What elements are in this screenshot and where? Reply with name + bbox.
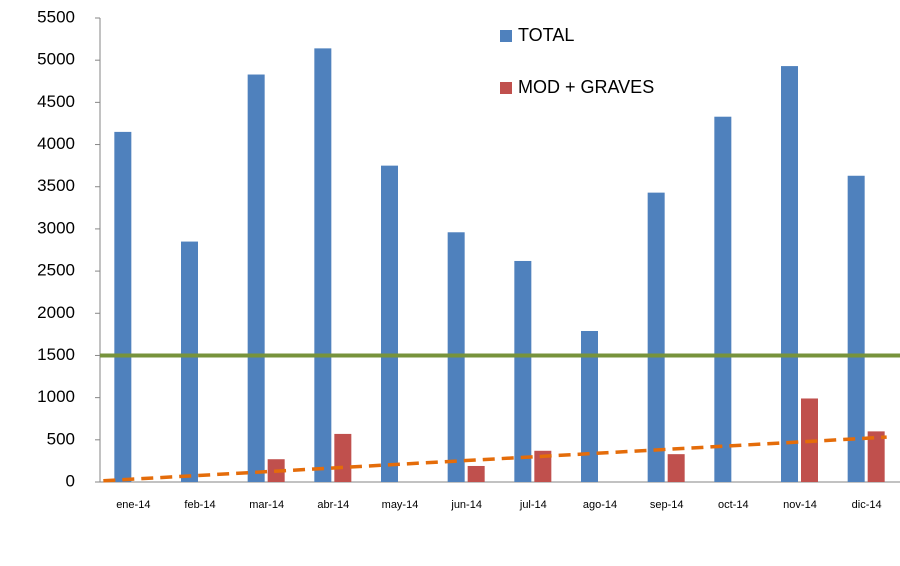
bar: [581, 330, 598, 482]
x-tick-label: may-14: [382, 499, 419, 511]
bar: [867, 431, 885, 482]
bar: [781, 66, 798, 482]
bar: [514, 260, 532, 482]
bar: [181, 241, 198, 482]
y-tick-label: 2500: [37, 261, 75, 280]
x-tick-label: jun-14: [450, 499, 482, 511]
y-tick-label: 3000: [37, 218, 75, 237]
y-tick-label: 4500: [37, 92, 75, 111]
x-tick-label: mar-14: [249, 499, 284, 511]
trend-line: [103, 435, 887, 483]
legend-label: MOD + GRAVES: [518, 77, 654, 97]
legend-label: TOTAL: [518, 25, 574, 45]
x-tick-label: dic-14: [852, 499, 882, 511]
legend-swatch: [500, 30, 512, 42]
bar: [247, 74, 265, 483]
bar: [534, 450, 552, 482]
bar: [714, 116, 732, 483]
y-tick-label: 500: [47, 429, 75, 448]
x-tick-label: abr-14: [317, 499, 349, 511]
y-tick-label: 5500: [37, 7, 75, 26]
bar: [647, 192, 665, 482]
x-tick-label: jul-14: [519, 499, 547, 511]
bar: [314, 48, 332, 482]
bar: [381, 165, 398, 483]
y-tick-label: 0: [66, 471, 75, 490]
bar: [847, 175, 865, 482]
y-tick-label: 4000: [37, 134, 75, 153]
x-tick-label: ago-14: [583, 499, 617, 511]
legend-swatch: [500, 82, 512, 94]
y-tick-label: 1000: [37, 387, 75, 406]
y-tick-label: 5000: [37, 50, 75, 69]
y-tick-label: 3500: [37, 176, 75, 195]
y-tick-label: 2000: [37, 303, 75, 322]
bar: [667, 454, 685, 482]
bar: [114, 131, 132, 482]
x-tick-label: sep-14: [650, 499, 684, 511]
bar: [467, 465, 485, 482]
x-tick-label: feb-14: [184, 499, 215, 511]
x-tick-label: oct-14: [718, 499, 749, 511]
y-tick-label: 1500: [37, 345, 75, 364]
x-tick-label: nov-14: [783, 499, 817, 511]
bar: [334, 433, 352, 482]
x-tick-label: ene-14: [116, 499, 150, 511]
